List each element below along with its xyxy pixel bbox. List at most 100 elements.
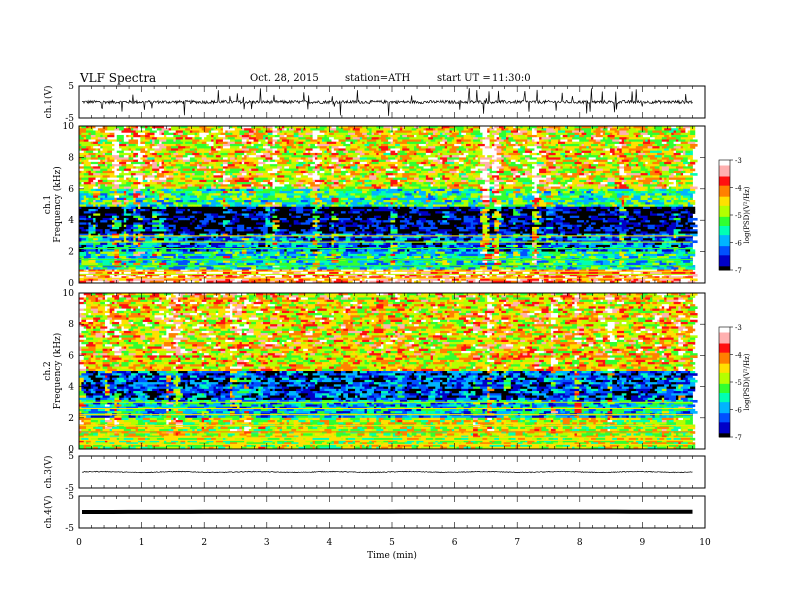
spectrogram-cell: [605, 204, 613, 208]
spectrogram-cell: [440, 143, 448, 147]
spectrogram-cell: [147, 204, 151, 208]
spectrogram-cell: [241, 126, 250, 129]
spectrogram-cell: [543, 139, 549, 143]
spectrogram-cell: [251, 200, 255, 203]
spectrogram-cell: [175, 197, 181, 201]
spectrogram-cell: [496, 132, 500, 136]
spectrogram-cell: [199, 132, 205, 136]
spectrogram-cell: [557, 202, 561, 205]
spectrogram-cell: [237, 134, 240, 138]
spectrogram-cell: [149, 182, 158, 185]
spectrogram-cell: [470, 170, 476, 174]
spectrogram-cell: [675, 139, 679, 143]
spectrogram-cell: [508, 134, 512, 138]
spectrogram-cell: [140, 208, 146, 212]
spectrogram-cell: [550, 137, 559, 140]
spectrogram-cell: [640, 197, 649, 201]
spectrogram-cell: [173, 206, 177, 210]
spectrogram-cell: [270, 128, 273, 131]
spectrogram-cell: [560, 137, 566, 140]
spectrogram-cell: [241, 146, 247, 149]
spectrogram-cell: [109, 139, 118, 143]
spectrogram-cell: [409, 170, 417, 174]
spectrogram-cell: [541, 197, 545, 201]
spectrogram-cell: [352, 152, 361, 156]
spectrogram-cell: [399, 128, 403, 131]
spectrogram-cell: [185, 175, 191, 178]
spectrogram-cell: [376, 170, 382, 174]
spectrogram-cell: [145, 134, 151, 138]
spectrogram-cell: [675, 155, 684, 158]
spectrogram-cell: [680, 193, 689, 196]
spectrogram-cell: [100, 175, 103, 178]
spectrogram-cell: [307, 164, 311, 167]
spectrogram-cell: [369, 202, 375, 205]
spectrogram-cell: [461, 202, 465, 205]
spectrogram-cell: [206, 161, 210, 165]
spectrogram-cell: [119, 141, 122, 145]
spectrogram-cell: [178, 191, 186, 194]
spectrogram-cell: [588, 139, 597, 143]
spectrogram-cell: [326, 184, 332, 187]
spectrogram-cell: [185, 137, 193, 140]
spectrogram-cell: [631, 170, 634, 174]
start-ut-time: 11:30:0: [492, 73, 531, 84]
spectrogram-cell: [296, 182, 304, 185]
spectrogram-cell: [366, 139, 372, 143]
spectrogram-cell: [369, 177, 377, 181]
spectrogram-cell: [175, 202, 179, 205]
spectrogram-cell: [579, 157, 587, 161]
spectrogram-cell: [142, 170, 151, 174]
spectrogram-cell: [347, 143, 351, 147]
spectrogram-cell: [258, 132, 266, 136]
spectrogram-cell: [175, 161, 181, 165]
spectrogram-cell: [447, 170, 450, 174]
spectrogram-cell: [499, 175, 507, 178]
spectrogram-cell: [241, 157, 247, 161]
spectrogram-cell: [163, 197, 167, 201]
spectrogram-cell: [168, 202, 174, 205]
spectrogram-cell: [642, 148, 649, 152]
spectrogram-cell: [350, 161, 354, 165]
spectrogram-cell: [359, 146, 368, 149]
spectrogram-cell: [675, 179, 682, 183]
spectrogram-cell: [215, 137, 219, 140]
spectrogram-cell: [180, 195, 184, 199]
spectrogram-cell: [680, 152, 684, 156]
spectrogram-cell: [404, 137, 410, 140]
spectrogram-cell: [673, 130, 677, 134]
spectrogram-cell: [204, 146, 212, 149]
spectrogram-cell: [239, 134, 243, 138]
spectrogram-cell: [270, 143, 273, 147]
spectrogram-cell: [477, 204, 486, 208]
spectrogram-cell: [399, 184, 403, 187]
spectrogram-cell: [305, 157, 309, 161]
spectrogram-cell: [305, 179, 313, 183]
spectrogram-cell: [378, 182, 384, 185]
spectrogram-cell: [204, 206, 212, 210]
spectrogram-cell: [687, 161, 691, 165]
spectrogram-cell: [345, 204, 349, 208]
spectrogram-cell: [329, 161, 337, 165]
spectrogram-cell: [244, 143, 247, 147]
spectrogram-cell: [251, 202, 259, 205]
spectrogram-cell: [414, 161, 417, 165]
spectrogram-cell: [239, 197, 243, 201]
spectrogram-cell: [392, 184, 401, 187]
spectrogram-cell: [371, 159, 380, 163]
spectrogram-cell: [163, 132, 170, 136]
spectrogram-cell: [274, 134, 280, 138]
spectrogram-cell: [428, 208, 431, 212]
spectrogram-cell: [605, 139, 613, 143]
spectrogram-cell: [458, 148, 467, 152]
spectrogram-cell: [227, 179, 236, 183]
spectrogram-cell: [626, 164, 630, 167]
spectrogram-cell: [524, 170, 531, 174]
spectrogram-cell: [329, 143, 337, 147]
spectrogram-cell: [215, 146, 219, 149]
spectrogram-cell: [475, 188, 481, 192]
spectrogram-cell: [90, 193, 94, 196]
spectrogram-cell: [109, 166, 115, 170]
spectrogram-cell: [281, 197, 290, 201]
spectrogram-cell: [543, 134, 547, 138]
